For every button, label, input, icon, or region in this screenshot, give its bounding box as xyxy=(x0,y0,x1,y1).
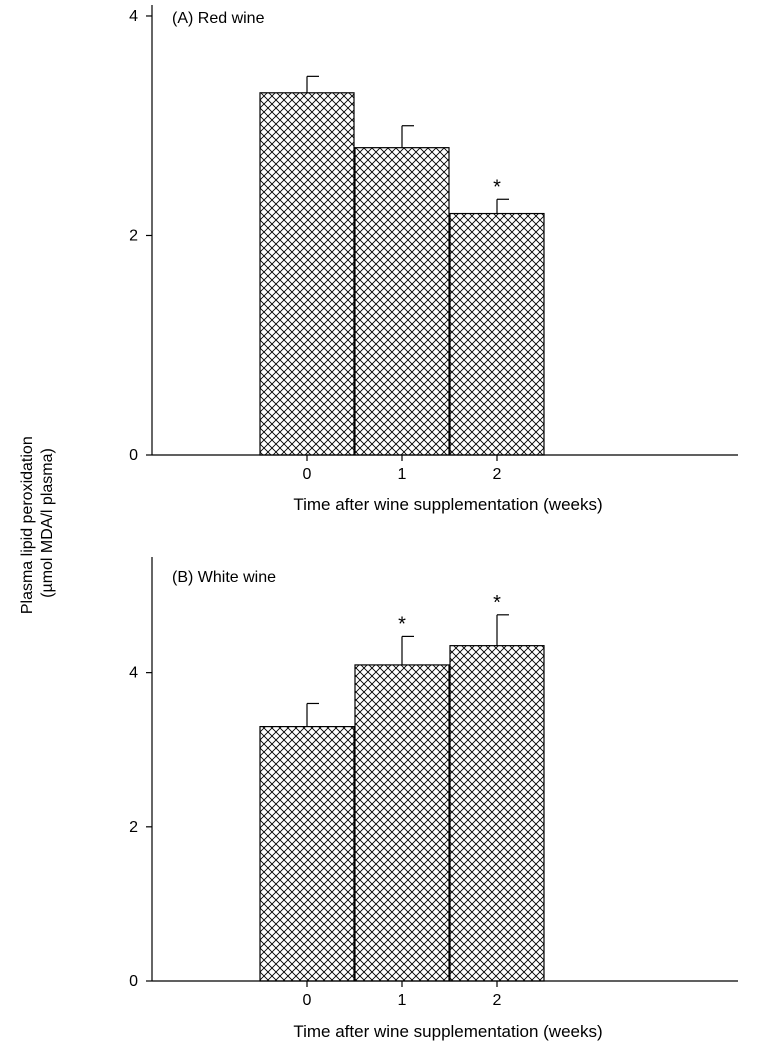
significance-marker: * xyxy=(398,613,406,635)
bar xyxy=(259,725,355,982)
y-tick-label: 0 xyxy=(129,973,138,990)
x-tick-label: 1 xyxy=(398,466,407,483)
x-axis-title: Time after wine supplementation (weeks) xyxy=(293,495,602,514)
y-tick-label: 2 xyxy=(129,227,138,244)
significance-marker: * xyxy=(493,592,501,614)
bar xyxy=(259,92,355,456)
y-tick-label: 4 xyxy=(129,8,138,25)
panel-title: (A) Red wine xyxy=(172,10,265,27)
y-tick-label: 0 xyxy=(129,447,138,464)
significance-marker: * xyxy=(493,176,501,198)
x-tick-label: 0 xyxy=(303,992,312,1009)
y-axis-title: Plasma lipid peroxidation (µmol MDA/l pl… xyxy=(19,432,56,614)
x-tick-label: 2 xyxy=(493,992,502,1009)
bar xyxy=(449,212,545,456)
y-tick-label: 4 xyxy=(129,665,138,682)
y-tick-label: 2 xyxy=(129,819,138,836)
panel-title: (B) White wine xyxy=(172,569,276,586)
panel-b-white-wine: (B) White wine * * 0 2 4 0 1 2 Time after wine… xyxy=(129,557,738,1041)
x-axis-title: Time after wine supplementation (weeks) xyxy=(293,1022,602,1041)
x-tick-label: 2 xyxy=(493,466,502,483)
x-tick-label: 0 xyxy=(303,466,312,483)
bar xyxy=(449,645,545,982)
bar xyxy=(354,664,450,982)
panel-a-red-wine: (A) Red wine * 0 2 4 0 1 2 Time after wine su… xyxy=(129,5,738,514)
x-tick-label: 1 xyxy=(398,992,407,1009)
bar xyxy=(354,147,450,456)
